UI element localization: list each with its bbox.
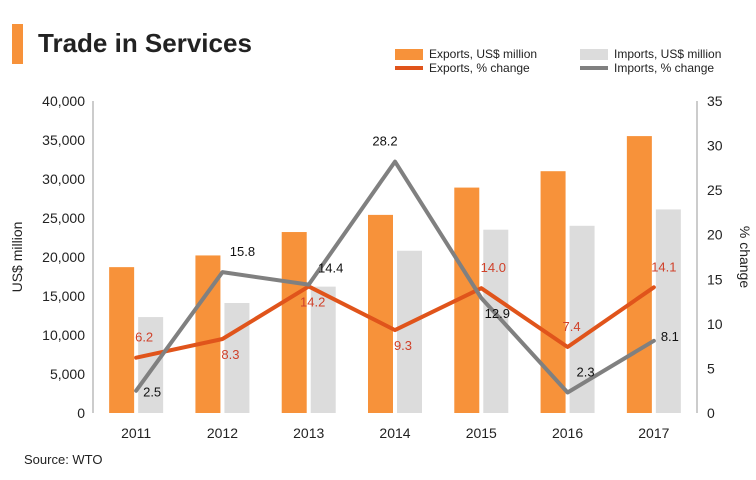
x-axis-tick-label: 2017 (638, 425, 669, 441)
imports-change-data-label: 8.1 (661, 329, 679, 344)
exports-change-data-label: 8.3 (221, 347, 239, 362)
exports-change-data-label: 14.0 (481, 260, 506, 275)
x-axis-tick-label: 2015 (466, 425, 497, 441)
left-axis-tick-label: 5,000 (50, 366, 85, 382)
exports-change-data-label: 6.2 (135, 330, 153, 345)
right-axis-tick-label: 15 (707, 271, 723, 287)
imports-change-data-label: 14.4 (318, 261, 343, 276)
left-axis-title: US$ million (9, 222, 25, 293)
right-axis-tick-label: 10 (707, 316, 723, 332)
left-axis-tick-label: 0 (77, 405, 85, 421)
legend-label: Imports, % change (614, 61, 714, 75)
imports-change-data-label: 28.2 (372, 134, 397, 149)
legend-swatch-bar (580, 49, 608, 60)
legend-swatch-bar (395, 49, 423, 60)
legend-label: Imports, US$ million (614, 47, 721, 61)
right-axis-tick-label: 0 (707, 405, 715, 421)
exports-change-data-label: 7.4 (563, 319, 581, 334)
right-axis-tick-label: 5 (707, 360, 715, 376)
x-axis-tick-label: 2013 (293, 425, 324, 441)
exports-bar (109, 267, 134, 413)
exports-bar (282, 232, 307, 413)
legend-label: Exports, % change (429, 61, 530, 75)
exports-bar (368, 215, 393, 413)
x-axis-tick-label: 2012 (207, 425, 238, 441)
imports-change-data-label: 15.8 (230, 244, 255, 259)
right-axis-title: % change (737, 226, 753, 288)
right-axis-tick-label: 35 (707, 93, 723, 109)
left-axis-tick-label: 35,000 (42, 132, 85, 148)
imports-change-data-label: 12.9 (485, 306, 510, 321)
x-axis-tick-label: 2014 (379, 425, 410, 441)
right-axis-tick-label: 20 (707, 227, 723, 243)
imports-change-data-label: 2.3 (577, 364, 595, 379)
exports-change-data-label: 14.2 (300, 294, 325, 309)
left-axis-tick-label: 20,000 (42, 249, 85, 265)
exports-bar (627, 136, 652, 413)
trade-in-services-chart: 0 5,000 10,000 15,000 20,000 25,000 30,000 35,0… (0, 0, 756, 480)
exports-change-data-label: 14.1 (651, 259, 676, 274)
x-axis-tick-label: 2011 (121, 425, 151, 441)
left-axis-tick-label: 25,000 (42, 210, 85, 226)
imports-change-data-label: 2.5 (143, 385, 161, 400)
left-axis-tick-label: 40,000 (42, 93, 85, 109)
source-note: Source: WTO (24, 452, 103, 467)
imports-bar (656, 209, 681, 413)
left-axis-tick-label: 30,000 (42, 171, 85, 187)
x-axis-tick-label: 2016 (552, 425, 583, 441)
right-axis-tick-label: 25 (707, 182, 723, 198)
left-axis-tick-label: 15,000 (42, 288, 85, 304)
exports-change-data-label: 9.3 (394, 338, 412, 353)
left-axis-tick-label: 10,000 (42, 327, 85, 343)
imports-bar (397, 251, 422, 413)
right-axis-tick-label: 30 (707, 138, 723, 154)
legend-label: Exports, US$ million (429, 47, 537, 61)
